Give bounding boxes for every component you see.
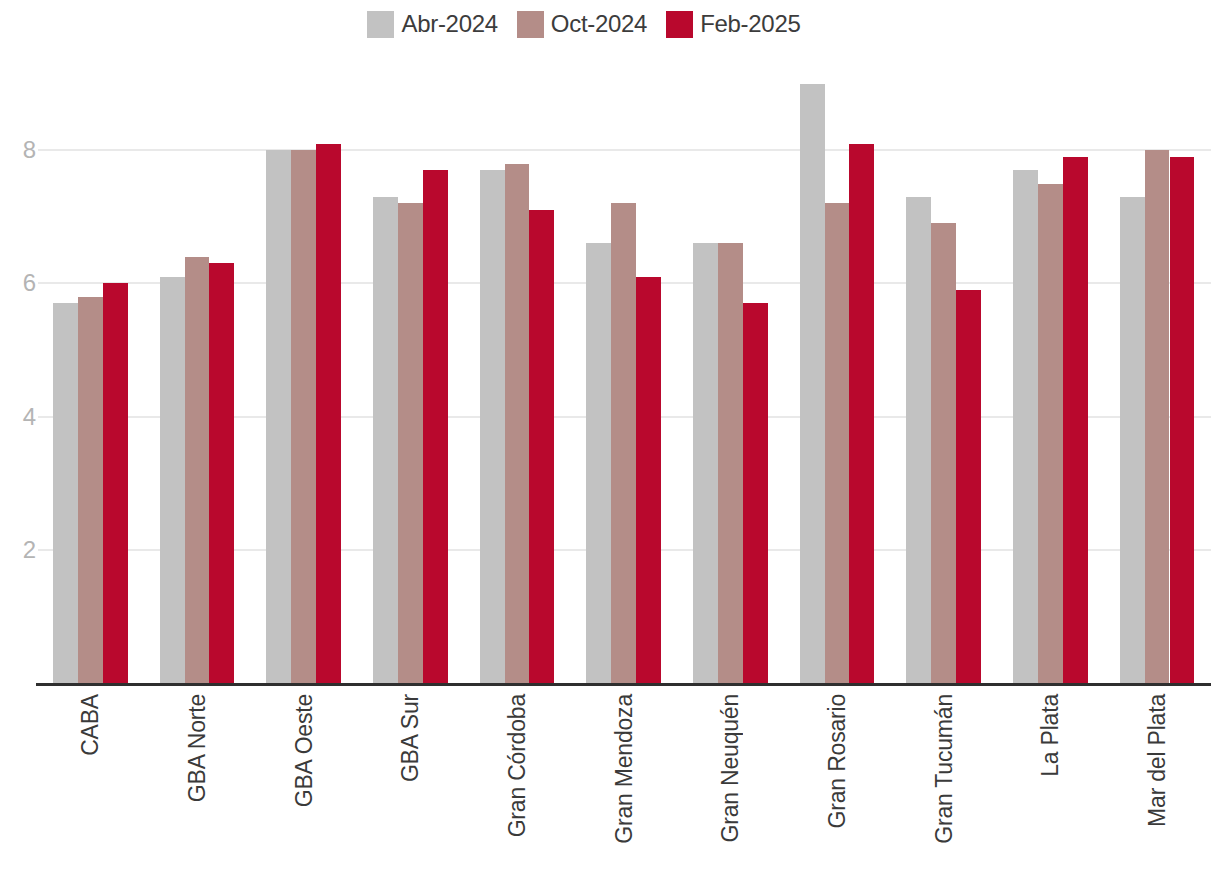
bar — [1038, 184, 1063, 684]
x-tick-label: Mar del Plata — [1144, 694, 1170, 827]
y-tick-label: 4 — [0, 403, 36, 431]
bar — [800, 84, 825, 683]
bar — [529, 210, 554, 683]
bar — [316, 144, 341, 683]
bar — [825, 203, 850, 683]
bar — [398, 203, 423, 683]
bar — [480, 170, 505, 683]
x-tick-label: CABA — [77, 694, 103, 756]
bar — [1170, 157, 1195, 683]
bar — [956, 290, 981, 683]
bar — [693, 243, 718, 683]
bar — [373, 197, 398, 683]
x-tick-label: GBA Sur — [397, 694, 423, 782]
bar — [78, 297, 103, 683]
x-axis-line — [36, 683, 1211, 686]
bar — [291, 150, 316, 683]
bar — [849, 144, 874, 683]
x-tick-label: Gran Córdoba — [504, 694, 530, 837]
bar — [743, 303, 768, 683]
y-tick-label: 6 — [0, 269, 36, 297]
bar — [906, 197, 931, 683]
bar — [611, 203, 636, 683]
bar — [1063, 157, 1088, 683]
bar — [1145, 150, 1170, 683]
x-tick-label: GBA Norte — [184, 694, 210, 802]
y-tick-label: 8 — [0, 136, 36, 164]
bar — [636, 277, 661, 683]
x-tick-label: GBA Oeste — [291, 694, 317, 807]
gridline — [38, 149, 1211, 151]
x-tick-label: Gran Mendoza — [611, 694, 637, 844]
x-tick-label: Gran Neuquén — [717, 694, 743, 842]
x-tick-label: La Plata — [1037, 694, 1063, 777]
bar — [931, 223, 956, 683]
bar — [1120, 197, 1145, 683]
x-tick-label: Gran Tucumán — [931, 694, 957, 844]
bar — [266, 150, 291, 683]
bar — [53, 303, 78, 683]
bar — [718, 243, 743, 683]
bar — [1013, 170, 1038, 683]
bar — [505, 164, 530, 683]
bar — [185, 257, 210, 683]
bar — [209, 263, 234, 683]
bar — [103, 283, 128, 683]
bar — [160, 277, 185, 683]
plot-area: 2 4 6 8 CABA GBA Norte GBA Oeste GBA Sur Gran Có… — [0, 0, 1220, 872]
bar — [423, 170, 448, 683]
bar-chart: Abr-2024Oct-2024Feb-2025 2468CABAGBA Nor… — [0, 0, 1220, 872]
y-tick-label: 2 — [0, 536, 36, 564]
bar — [586, 243, 611, 683]
x-tick-label: Gran Rosario — [824, 694, 850, 828]
